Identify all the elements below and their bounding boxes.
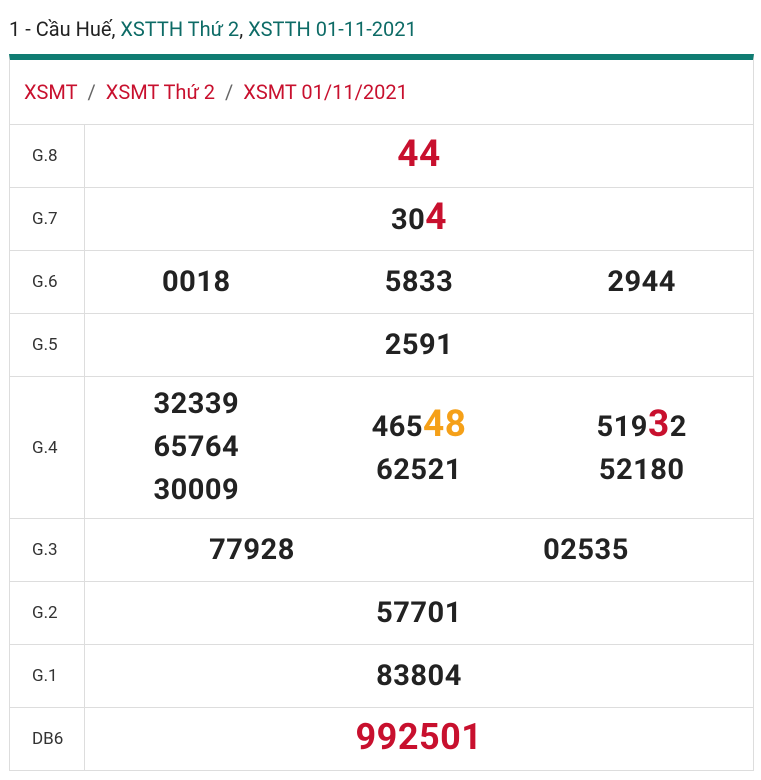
prize-row: G.6 0018 5833 2944: [10, 251, 753, 314]
header-prefix: 1 - Cầu Huế,: [9, 17, 116, 41]
prize-column: 304: [85, 188, 753, 250]
prize-number: 30009: [153, 469, 239, 512]
number-part: 519: [596, 410, 648, 444]
number-part: 4: [425, 196, 447, 239]
prize-number: 02535: [543, 529, 629, 572]
number-part: 3: [647, 403, 670, 446]
number-part: 52180: [598, 453, 685, 487]
prize-row: G.1 83804: [10, 645, 753, 708]
prize-columns: 32339 65764 30009 46548 62521 51932 52180: [85, 377, 753, 518]
prize-number: 44: [397, 133, 440, 179]
prize-column: 02535: [419, 519, 753, 581]
prize-columns: 2591: [85, 314, 753, 376]
prize-label: DB6: [10, 708, 85, 770]
prize-row: G.7 304: [10, 188, 753, 251]
prize-column: 992501: [85, 708, 753, 770]
prize-columns: 44: [85, 125, 753, 187]
number-part: 465: [371, 410, 423, 444]
number-part: 57701: [376, 595, 462, 630]
header-link[interactable]: XSTTH Thứ 2: [120, 17, 240, 41]
prize-column: 2944: [530, 251, 753, 313]
header-separator: ,: [239, 17, 244, 41]
prize-number: 62521: [376, 449, 462, 492]
prize-label: G.4: [10, 377, 85, 518]
prize-label: G.2: [10, 582, 85, 644]
prize-column: 46548 62521: [308, 377, 531, 518]
prize-number: 57701: [376, 592, 462, 635]
breadcrumb-separator: /: [87, 80, 96, 104]
prize-columns: 77928 02535: [85, 519, 753, 581]
breadcrumb-link[interactable]: XSMT Thứ 2: [105, 80, 216, 104]
prize-label: G.8: [10, 125, 85, 187]
header-link[interactable]: XSTTH 01-11-2021: [248, 17, 417, 41]
prize-number: 2944: [607, 261, 676, 304]
prize-column: 32339 65764 30009: [85, 377, 308, 518]
header: 1 - Cầu Huế, XSTTH Thứ 2, XSTTH 01-11-20…: [9, 17, 417, 41]
prize-number: 52180: [599, 449, 685, 492]
prize-label: G.3: [10, 519, 85, 581]
prize-columns: 83804: [85, 645, 753, 707]
number-part: 992501: [355, 716, 483, 758]
number-part: 30009: [153, 473, 240, 507]
breadcrumb-link[interactable]: XSMT 01/11/2021: [243, 80, 408, 104]
prize-row: DB6 992501: [10, 708, 753, 771]
prize-columns: 57701: [85, 582, 753, 644]
prize-number: 304: [391, 196, 447, 242]
number-part: 30: [390, 203, 426, 237]
prize-number: 0018: [162, 261, 231, 304]
prize-number: 992501: [356, 716, 483, 762]
prize-column: 2591: [85, 314, 753, 376]
prize-row: G.3 77928 02535: [10, 519, 753, 582]
prize-label: G.7: [10, 188, 85, 250]
number-part: 83804: [376, 658, 462, 693]
results-box: XSMT / XSMT Thứ 2 / XSMT 01/11/2021 G.8 44 G.7…: [9, 54, 754, 771]
number-part: 5833: [384, 264, 454, 299]
prize-number: 5833: [385, 261, 454, 304]
prize-columns: 992501: [85, 708, 753, 770]
prize-columns: 304: [85, 188, 753, 250]
prize-row: G.4 32339 65764 30009 46548 62521 51932 52180: [10, 377, 753, 519]
prize-number: 51932: [597, 403, 687, 449]
number-part: 2591: [384, 327, 454, 362]
number-part: 0018: [162, 264, 231, 299]
prize-column: 77928: [85, 519, 419, 581]
prize-column: 44: [85, 125, 753, 187]
prize-number: 83804: [376, 655, 462, 698]
prize-number: 65764: [153, 426, 239, 469]
prize-row: G.5 2591: [10, 314, 753, 377]
prize-label: G.1: [10, 645, 85, 707]
number-part: 2944: [607, 264, 676, 299]
prize-number: 32339: [153, 383, 239, 426]
number-part: 62521: [376, 453, 462, 487]
number-part: 48: [422, 403, 467, 446]
number-part: 65764: [153, 430, 240, 464]
prize-column: 5833: [308, 251, 531, 313]
prize-number: 46548: [372, 403, 467, 449]
results-table: G.8 44 G.7 304 G.6 0018 5833 2944 G.5 2591 G.4 3233…: [10, 125, 753, 771]
prize-row: G.2 57701: [10, 582, 753, 645]
number-part: 44: [397, 133, 441, 176]
prize-number: 2591: [385, 324, 454, 367]
prize-column: 0018: [85, 251, 308, 313]
prize-column: 57701: [85, 582, 753, 644]
prize-columns: 0018 5833 2944: [85, 251, 753, 313]
prize-number: 77928: [209, 529, 295, 572]
prize-row: G.8 44: [10, 125, 753, 188]
breadcrumb: XSMT / XSMT Thứ 2 / XSMT 01/11/2021: [10, 60, 753, 125]
number-part: 77928: [209, 532, 295, 567]
prize-column: 83804: [85, 645, 753, 707]
prize-label: G.5: [10, 314, 85, 376]
number-part: 02535: [543, 532, 629, 567]
number-part: 32339: [153, 387, 240, 421]
prize-column: 51932 52180: [530, 377, 753, 518]
breadcrumb-link[interactable]: XSMT: [24, 80, 78, 104]
number-part: 2: [669, 410, 687, 444]
prize-label: G.6: [10, 251, 85, 313]
breadcrumb-separator: /: [225, 80, 234, 104]
